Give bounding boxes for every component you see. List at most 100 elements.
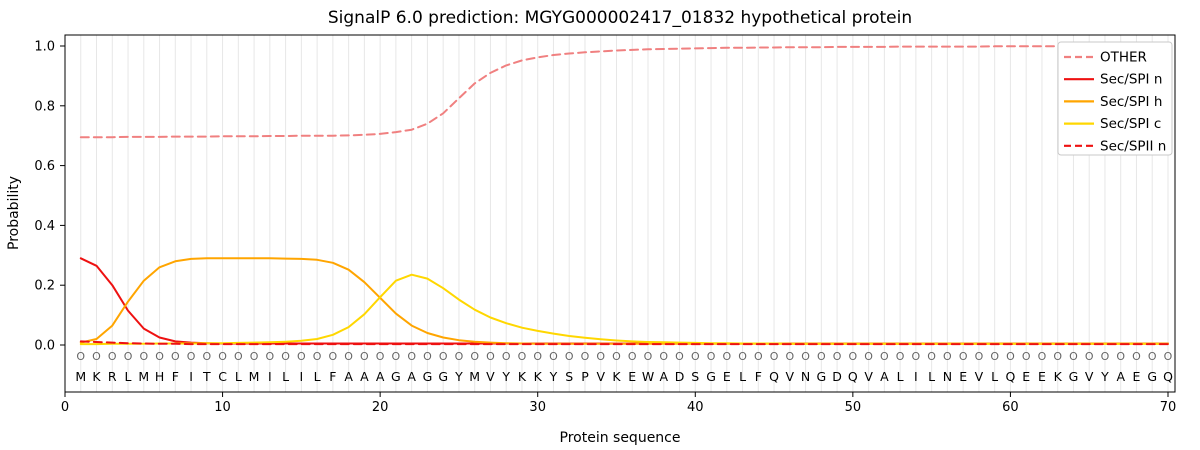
plot-frame — [64, 34, 1176, 393]
predicted-label: O — [1116, 350, 1125, 363]
residue-letter: L — [739, 369, 746, 384]
y-tick-label: 0.6 — [34, 159, 55, 174]
predicted-label: O — [675, 350, 684, 363]
residue-letter: M — [469, 369, 480, 384]
residue-letter: Y — [501, 369, 510, 384]
y-tick-label: 0.0 — [34, 339, 55, 354]
residue-letter: G — [1147, 369, 1157, 384]
residue-letter: L — [314, 369, 321, 384]
residue-letter: G — [816, 369, 826, 384]
x-tick-label: 10 — [214, 400, 231, 415]
predicted-label: O — [990, 350, 999, 363]
residue-letter: Q — [1005, 369, 1015, 384]
series-line-sec-spi-c — [79, 273, 1169, 346]
residue-letter: E — [959, 369, 967, 384]
residue-letter: E — [1038, 369, 1046, 384]
predicted-label: O — [502, 350, 511, 363]
predicted-label: O — [549, 350, 558, 363]
predicted-label: O — [313, 350, 322, 363]
residue-letter: N — [943, 369, 952, 384]
predicted-label: O — [171, 350, 180, 363]
legend-label: Sec/SPII n — [1100, 138, 1166, 154]
residue-letter: L — [125, 369, 132, 384]
x-tick-label: 20 — [372, 400, 389, 415]
residue-letter: E — [1133, 369, 1141, 384]
residue-letter: Y — [549, 369, 558, 384]
predicted-label: O — [581, 350, 590, 363]
predicted-label: O — [738, 350, 747, 363]
residue-letter: I — [268, 369, 272, 384]
predicted-label: O — [959, 350, 968, 363]
residue-letter: L — [235, 369, 242, 384]
predicted-label: O — [754, 350, 763, 363]
y-tick-label: 0.8 — [34, 99, 55, 114]
predicted-label: O — [785, 350, 794, 363]
predicted-label: O — [612, 350, 621, 363]
predicted-label: O — [407, 350, 416, 363]
predicted-label: O — [234, 350, 243, 363]
residue-letter: V — [1085, 369, 1094, 384]
residue-letter: G — [706, 369, 716, 384]
residue-letter: G — [438, 369, 448, 384]
residue-letter: K — [1054, 369, 1063, 384]
residue-letter: A — [880, 369, 889, 384]
residue-letter: A — [1116, 369, 1125, 384]
predicted-label: O — [817, 350, 826, 363]
legend-label: OTHER — [1100, 50, 1147, 66]
residue-letter: L — [928, 369, 935, 384]
residue-letter: M — [138, 369, 149, 384]
predicted-label: O — [722, 350, 731, 363]
predicted-label: O — [92, 350, 101, 363]
residue-letter: V — [596, 369, 605, 384]
predicted-label: O — [202, 350, 211, 363]
legend-label: Sec/SPI n — [1100, 72, 1162, 88]
residue-letter: K — [612, 369, 621, 384]
predicted-label: O — [518, 350, 527, 363]
legend-label: Sec/SPI h — [1100, 94, 1162, 110]
x-tick-label: 30 — [529, 400, 546, 415]
residue-letter: L — [991, 369, 998, 384]
series-line-sec-spii-n — [79, 340, 1169, 346]
residue-letter: P — [581, 369, 589, 384]
x-tick-label: 50 — [845, 400, 862, 415]
predicted-label: O — [1148, 350, 1157, 363]
predicted-label: O — [707, 350, 716, 363]
residue-letter: A — [344, 369, 353, 384]
series-line-other — [79, 45, 1169, 139]
residue-letter: K — [518, 369, 527, 384]
residue-letter: Y — [454, 369, 463, 384]
residue-letter: A — [376, 369, 385, 384]
residue-letter: V — [864, 369, 873, 384]
residue-letter: F — [329, 369, 336, 384]
predicted-label: O — [392, 350, 401, 363]
predicted-label: O — [912, 350, 921, 363]
residue-letter: I — [189, 369, 193, 384]
residue-letter: L — [897, 369, 904, 384]
predicted-label: O — [266, 350, 275, 363]
predicted-label: O — [187, 350, 196, 363]
predicted-label: O — [108, 350, 117, 363]
residue-letter: N — [801, 369, 810, 384]
predicted-label: O — [596, 350, 605, 363]
predicted-label: O — [297, 350, 306, 363]
residue-letter: H — [155, 369, 164, 384]
predicted-label: O — [155, 350, 164, 363]
predicted-label: O — [628, 350, 637, 363]
predicted-label: O — [124, 350, 133, 363]
residue-letter: V — [486, 369, 495, 384]
residue-letter: S — [691, 369, 699, 384]
residue-letter: A — [407, 369, 416, 384]
residue-letter: W — [642, 369, 654, 384]
predicted-label: O — [833, 350, 842, 363]
predicted-label: O — [455, 350, 464, 363]
residue-letter: E — [1022, 369, 1030, 384]
residue-letter: Q — [1163, 369, 1173, 384]
y-tick-label: 0.4 — [34, 219, 55, 234]
x-axis-label: Protein sequence — [560, 430, 681, 446]
predicted-label: O — [1164, 350, 1173, 363]
residue-letter: G — [423, 369, 433, 384]
predicted-label: O — [975, 350, 984, 363]
series-line-sec-spi-n — [79, 257, 1169, 345]
